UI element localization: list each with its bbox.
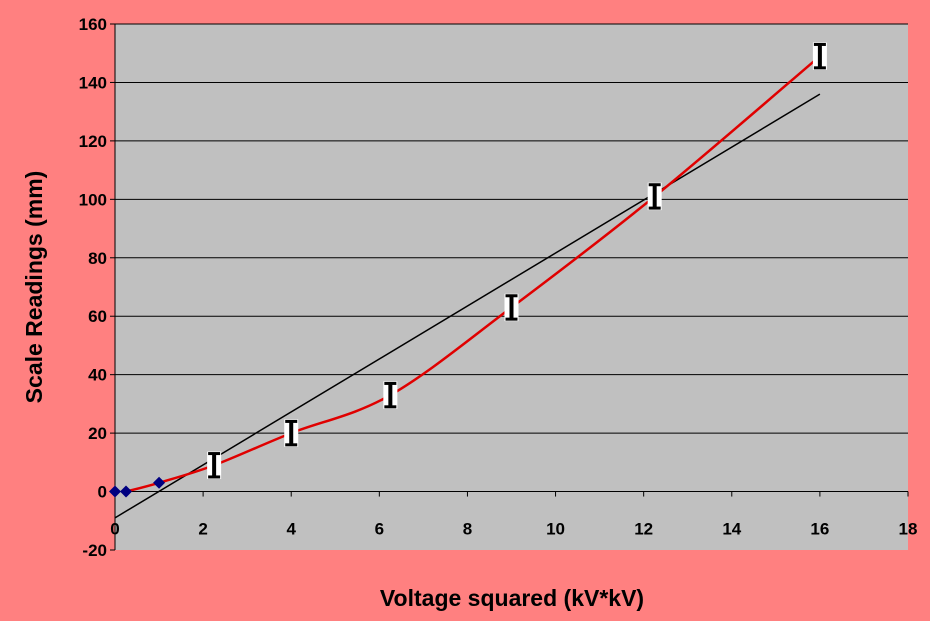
x-tick-label: 2 [198,520,207,539]
error-bar [504,293,519,322]
x-tick-label: 4 [286,520,296,539]
x-axis-title: Voltage squared (kV*kV) [380,585,644,611]
y-tick-label: 80 [88,249,107,268]
x-tick-label: 18 [899,520,918,539]
y-tick-label: 20 [88,424,107,443]
y-tick-label: 100 [79,190,107,209]
plot-area [115,24,908,550]
y-tick-label: 60 [88,307,107,326]
x-tick-label: 16 [810,520,829,539]
y-tick-label: 0 [98,483,107,502]
error-bar [207,451,222,479]
x-tick-label: 8 [463,520,472,539]
y-tick-label: -20 [82,541,107,560]
x-tick-label: 0 [110,520,119,539]
data-point-diamond [120,485,133,498]
data-point-diamond [109,485,121,498]
error-bar [284,419,299,447]
x-tick-label: 10 [546,520,565,539]
y-tick-label: 120 [79,132,107,151]
y-tick-label: 40 [88,366,107,385]
y-axis-title: Scale Readings (mm) [21,171,47,404]
trend-line [114,93,821,519]
x-tick-label: 12 [634,520,653,539]
data-point-diamond [153,476,166,489]
y-tick-label: 140 [79,73,107,92]
error-bar [383,381,398,409]
x-tick-label: 14 [722,520,741,539]
x-tick-label: 6 [375,520,384,539]
y-tick-label: 160 [79,15,107,34]
error-bar [812,42,827,70]
error-bar [647,182,662,211]
